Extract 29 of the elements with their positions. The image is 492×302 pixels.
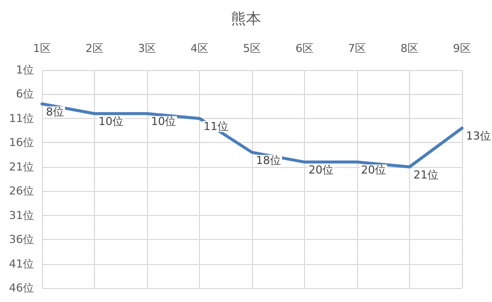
data-label: 8位 — [46, 105, 64, 118]
x-tick-label: 6区 — [296, 42, 314, 55]
data-label: 10位 — [98, 115, 124, 128]
y-tick-label: 21位 — [9, 160, 34, 174]
x-tick-label: 3区 — [138, 42, 156, 55]
y-tick-label: 36位 — [9, 233, 34, 246]
y-tick-label: 6位 — [16, 88, 34, 101]
data-label: 13位 — [466, 130, 491, 143]
x-tick-label: 9区 — [453, 42, 471, 55]
y-tick-label: 16位 — [9, 136, 34, 150]
data-label: 11位 — [204, 120, 228, 133]
y-tick-label: 11位 — [9, 112, 34, 125]
y-tick-label: 31位 — [9, 208, 34, 222]
x-tick-label: 8区 — [400, 42, 418, 55]
y-tick-label: 46位 — [9, 282, 34, 294]
y-tick-label: 41位 — [9, 257, 34, 270]
chart-title: 熊本 — [231, 10, 261, 28]
data-label: 20位 — [361, 164, 386, 177]
data-label: 10位 — [151, 115, 176, 128]
x-tick-label: 7区 — [348, 42, 366, 55]
data-label: 18位 — [256, 154, 281, 167]
x-tick-label: 5区 — [243, 42, 261, 55]
data-label: 21位 — [414, 168, 438, 182]
data-label: 20位 — [308, 164, 334, 177]
x-tick-label: 1区 — [33, 42, 51, 55]
x-tick-label: 4区 — [190, 42, 208, 55]
x-tick-label: 2区 — [86, 42, 104, 55]
y-tick-label: 26位 — [9, 184, 34, 198]
y-tick-label: 1位 — [16, 64, 34, 76]
